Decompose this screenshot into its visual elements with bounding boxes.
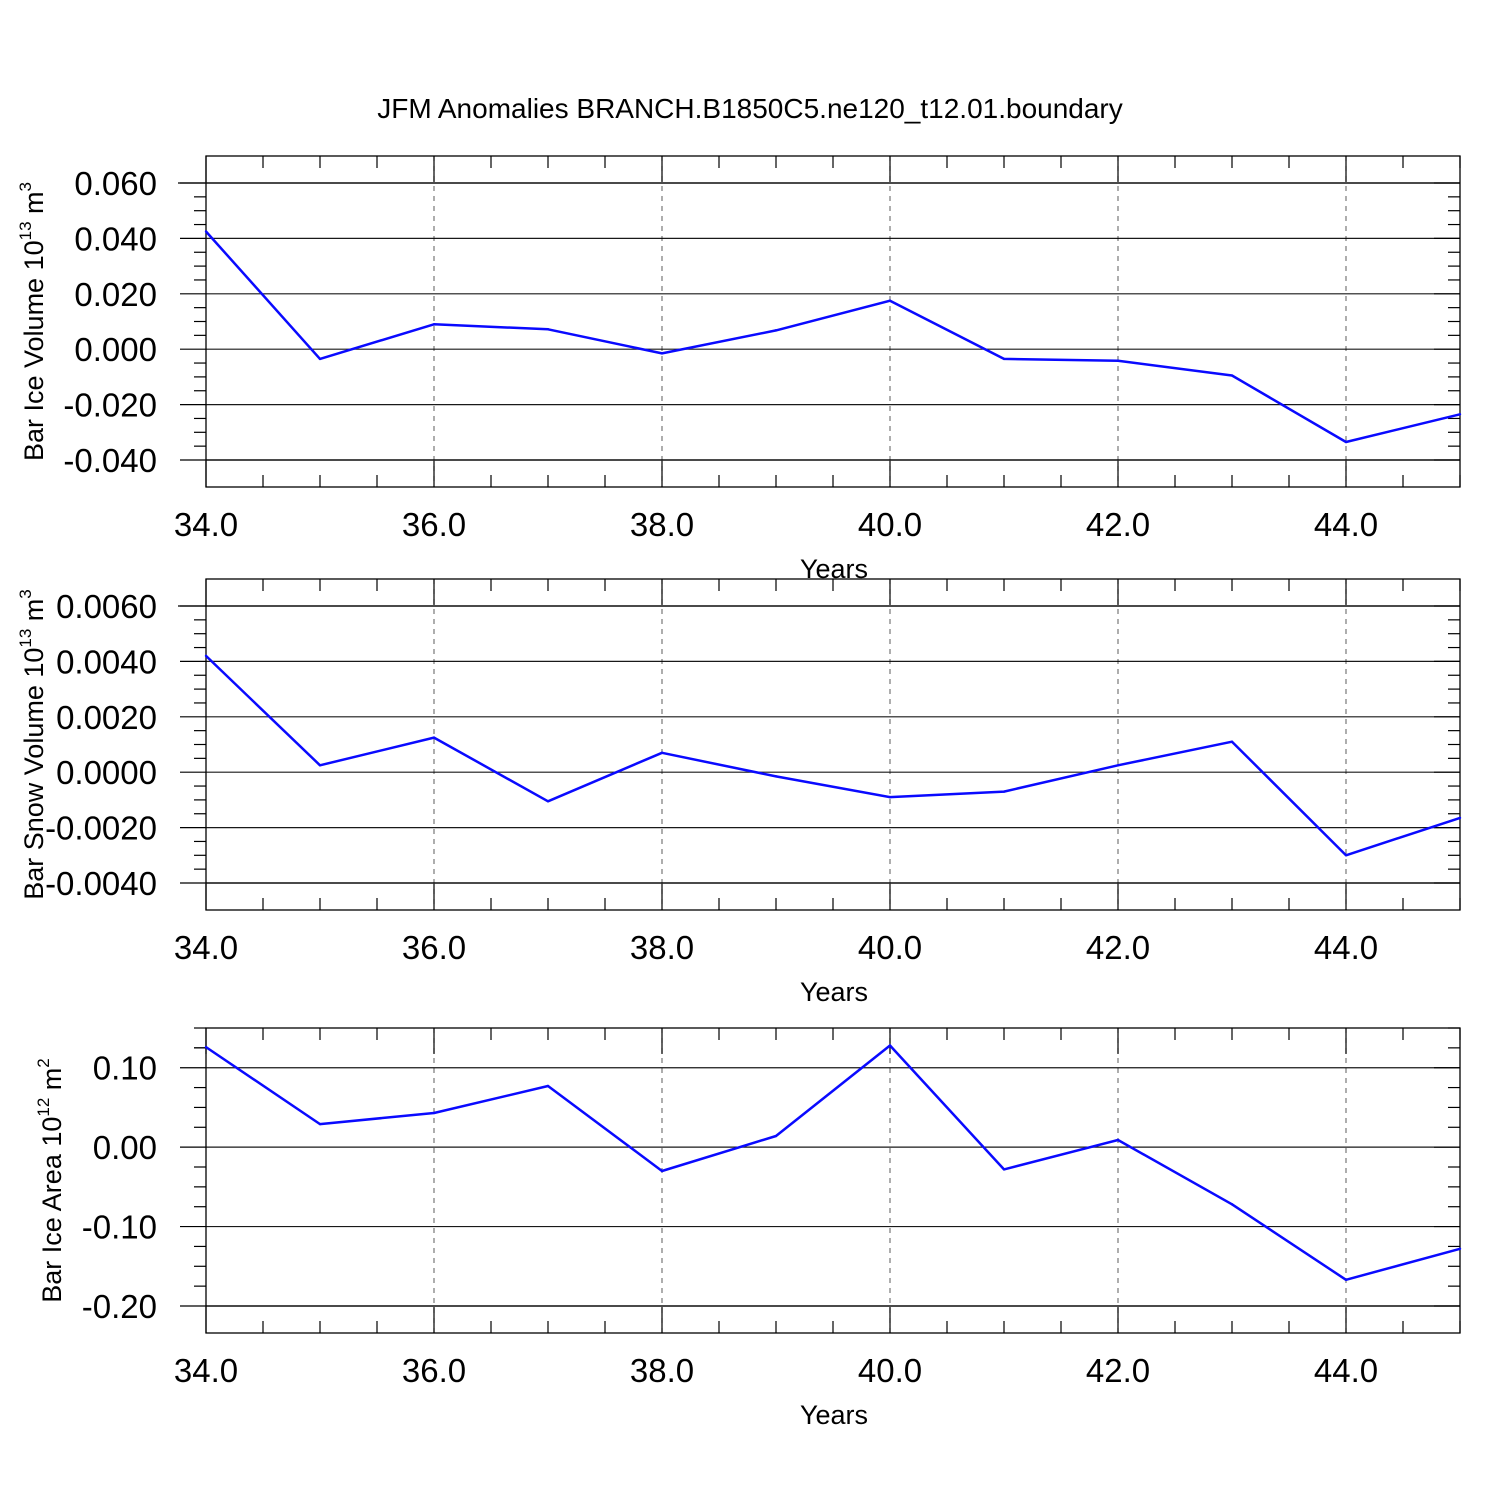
y-tick-label: 0.060 [74, 165, 157, 202]
plot-frame [205, 1027, 1461, 1334]
series-line [205, 1044, 1461, 1282]
x-tick-label: 38.0 [630, 929, 694, 966]
x-tick-label: 40.0 [858, 506, 922, 543]
x-tick-label: 36.0 [402, 506, 466, 543]
x-axis-label: Years [800, 1400, 868, 1430]
x-tick-label: 42.0 [1086, 506, 1150, 543]
y-tick-label: -0.20 [82, 1288, 157, 1325]
data-point [660, 751, 664, 755]
data-point [432, 323, 436, 326]
x-tick-label: 34.0 [174, 1352, 238, 1389]
data-point [546, 800, 550, 803]
plot-frame [205, 155, 1461, 488]
y-axis-label-superscript: 3 [16, 182, 35, 191]
y-tick-label: -0.10 [82, 1209, 157, 1246]
x-tick-label: 38.0 [630, 1352, 694, 1389]
data-point [1458, 413, 1462, 416]
data-point [888, 795, 892, 799]
data-point [1116, 764, 1120, 767]
data-point [888, 1044, 892, 1047]
x-tick-label: 44.0 [1314, 506, 1378, 543]
y-axis-label-text: Bar Snow Volume 10 [19, 648, 49, 900]
data-point [318, 1122, 322, 1126]
y-tick-label: -0.0040 [45, 865, 157, 902]
data-point [432, 1111, 436, 1115]
data-point [546, 328, 550, 331]
y-tick-label: 0.000 [74, 331, 157, 368]
data-point [1344, 440, 1348, 444]
y-tick-label: -0.020 [63, 387, 157, 424]
data-point [204, 230, 208, 233]
y-axis-label-text: Bar Ice Area 10 [37, 1117, 67, 1303]
x-tick-label: 38.0 [630, 506, 694, 543]
figure-title: JFM Anomalies BRANCH.B1850C5.ne120_t12.0… [377, 93, 1123, 124]
data-point [1458, 816, 1462, 820]
plot-frame [205, 578, 1461, 911]
y-tick-label: 0.0060 [56, 588, 157, 625]
data-point [1230, 1203, 1234, 1206]
y-tick-label: 0.020 [74, 276, 157, 313]
data-point [1230, 374, 1234, 377]
x-axis-label: Years [800, 977, 868, 1007]
data-point [204, 1045, 208, 1049]
y-tick-label: 0.00 [93, 1129, 157, 1166]
y-axis-label-text: m [19, 191, 49, 221]
x-tick-label: 44.0 [1314, 1352, 1378, 1389]
y-axis-label-superscript: 3 [16, 589, 35, 598]
x-tick-label: 34.0 [174, 929, 238, 966]
x-tick-label: 40.0 [858, 1352, 922, 1389]
y-axis-label-superscript: 2 [34, 1058, 53, 1067]
chart-panel-1: 34.0 36.0 38.0 40.0 42.0 44.0 -0.040 -0.020 0.00… [16, 155, 1462, 584]
x-tick-label: 42.0 [1086, 929, 1150, 966]
y-axis-label: Bar Snow Volume 1013 m3 [16, 589, 49, 900]
chart-panel-3: 34.0 36.0 38.0 40.0 42.0 44.0 -0.20 -0.10 0.00 0.… [34, 1027, 1462, 1430]
series-line [205, 654, 1461, 857]
data-point [1230, 740, 1234, 743]
panels: 34.0 36.0 38.0 40.0 42.0 44.0 -0.040 -0.020 0.00… [16, 155, 1462, 1430]
y-axis-label-superscript: 12 [34, 1098, 53, 1117]
data-point [1344, 854, 1348, 857]
data-point [1458, 1247, 1462, 1251]
data-point [888, 299, 892, 302]
x-tick-label: 34.0 [174, 506, 238, 543]
data-point [660, 352, 664, 355]
y-axis-label-text: m [37, 1068, 67, 1098]
data-point [318, 357, 322, 361]
data-point [318, 764, 322, 767]
y-axis-label: Bar Ice Area 1012 m2 [34, 1058, 67, 1303]
y-tick-label: 0.040 [74, 220, 157, 257]
data-point [1116, 359, 1120, 363]
y-tick-label: -0.0020 [45, 810, 157, 847]
y-tick-label: 0.0040 [56, 643, 157, 680]
data-point [774, 1134, 778, 1138]
data-point [660, 1169, 664, 1173]
y-axis-label-superscript: 13 [16, 629, 35, 648]
y-tick-label: 0.10 [93, 1050, 157, 1087]
data-point [1344, 1278, 1348, 1281]
data-point [1002, 1168, 1006, 1171]
x-tick-label: 36.0 [402, 929, 466, 966]
data-point [432, 736, 436, 739]
y-tick-label: 0.0020 [56, 699, 157, 736]
x-tick-label: 40.0 [858, 929, 922, 966]
x-tick-label: 44.0 [1314, 929, 1378, 966]
y-axis-label-text: Bar Ice Volume 10 [19, 240, 49, 461]
data-point [774, 329, 778, 332]
y-axis-label-text: m [19, 599, 49, 629]
y-axis-label-superscript: 13 [16, 221, 35, 240]
y-tick-label: 0.0000 [56, 754, 157, 791]
data-point [1002, 357, 1006, 361]
data-point [1116, 1138, 1120, 1142]
y-axis-label: Bar Ice Volume 1013 m3 [16, 182, 49, 461]
series-line [205, 230, 1461, 444]
data-point [1002, 790, 1006, 793]
data-point [546, 1084, 550, 1088]
x-tick-label: 36.0 [402, 1352, 466, 1389]
data-point [774, 775, 778, 778]
x-tick-label: 42.0 [1086, 1352, 1150, 1389]
y-tick-label: -0.040 [63, 442, 157, 479]
chart-panel-2: 34.0 36.0 38.0 40.0 42.0 44.0 -0.0040 -0.0020 0.… [16, 578, 1462, 1007]
data-point [204, 654, 208, 658]
